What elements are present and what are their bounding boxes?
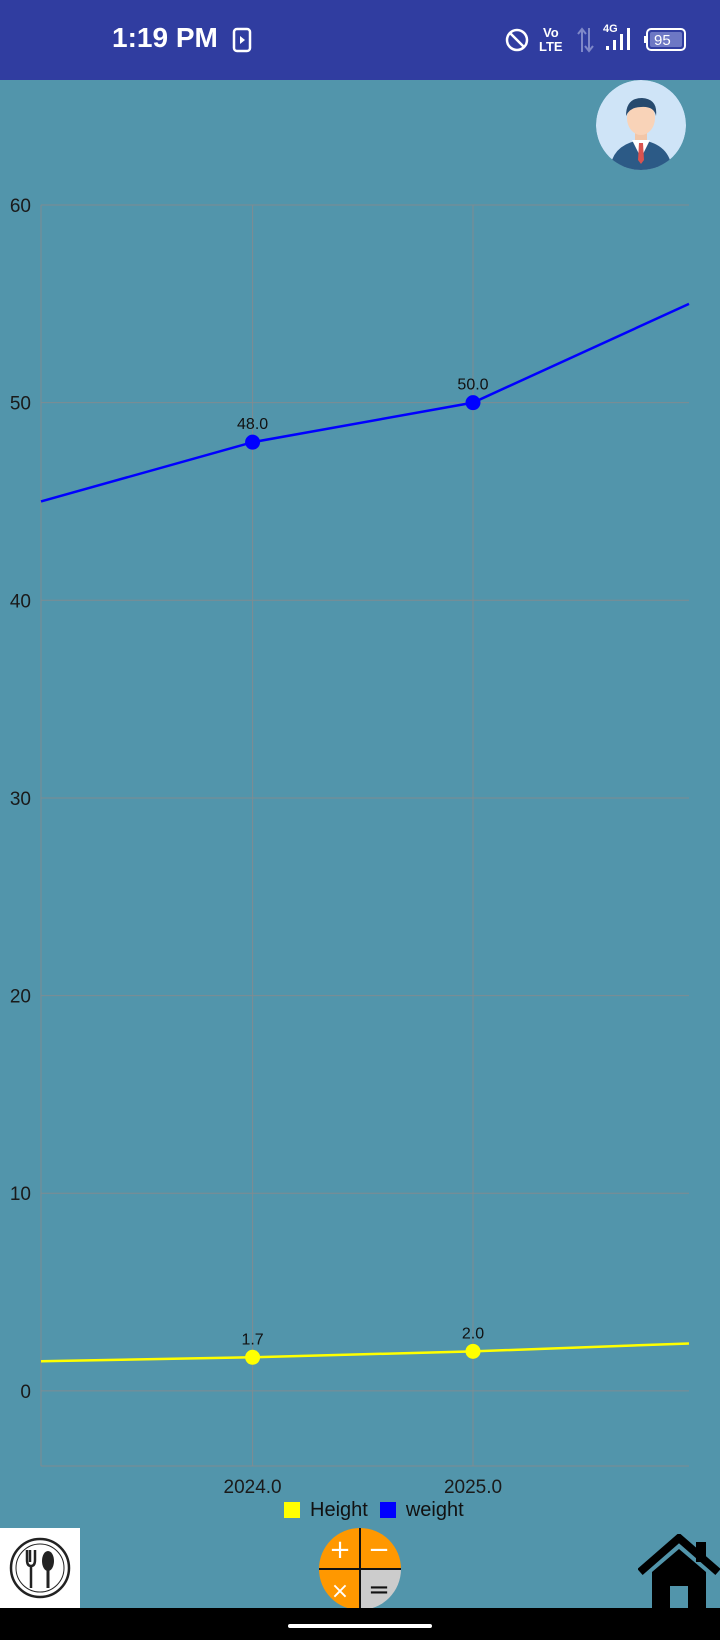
chart-labels: 0 10 20 30 40 50 60 2024.0 2025.0 1.7 2.0 48.0 50.0 [10, 196, 502, 1498]
system-nav-bar [0, 1608, 720, 1640]
x-tick-label: 2025.0 [444, 1477, 502, 1498]
home-button[interactable] [637, 1532, 720, 1608]
line-chart: 0 10 20 30 40 50 60 2024.0 2025.0 1.7 2.0 48.0 50.0 [10, 196, 690, 1498]
calculator-button[interactable]: + − × = [319, 1528, 401, 1610]
status-time: 1:19 PM [112, 22, 218, 53]
data-label-height: 2.0 [462, 1325, 484, 1342]
calc-equals: = [368, 1575, 390, 1605]
battery-icon: 95 [644, 28, 686, 51]
home-icon [637, 1532, 720, 1608]
calc-minus: − [368, 1535, 390, 1565]
svg-text:4G: 4G [603, 23, 618, 35]
signal-icon: 4G [603, 23, 630, 50]
y-tick-label: 40 [10, 591, 31, 612]
data-point-weight [245, 434, 261, 450]
battery-level: 95 [654, 32, 671, 49]
profile-avatar-icon[interactable] [596, 80, 686, 170]
food-button[interactable] [0, 1528, 80, 1608]
y-tick-label: 0 [20, 1382, 31, 1403]
y-tick-label: 10 [10, 1184, 31, 1205]
do-not-disturb-icon [505, 28, 529, 52]
volte-icon: Vo LTE [539, 25, 563, 54]
calc-times: × [331, 1579, 349, 1604]
data-point-height [465, 1343, 481, 1359]
legend-swatch-height [284, 1502, 300, 1518]
data-arrows-icon [577, 27, 594, 53]
home-gesture-handle[interactable] [288, 1624, 432, 1628]
legend-label-weight: weight [405, 1498, 464, 1521]
status-bar: 1:19 PM Vo LTE 4G 95 [0, 0, 720, 80]
screen-record-icon [232, 27, 252, 53]
series-line-weight [40, 302, 690, 503]
y-tick-label: 20 [10, 987, 31, 1008]
legend-item-weight: weight [379, 1498, 464, 1522]
y-tick-label: 50 [10, 394, 31, 415]
chart-grid [40, 204, 689, 1467]
svg-text:LTE: LTE [539, 39, 563, 54]
svg-text:Vo: Vo [543, 25, 559, 40]
data-point-weight [465, 395, 481, 411]
calculator-icon: + − × = [319, 1528, 401, 1610]
data-label-weight: 50.0 [457, 377, 488, 394]
y-tick-label: 30 [10, 789, 31, 810]
chart-series [40, 302, 690, 1365]
data-label-height: 1.7 [241, 1331, 263, 1348]
y-tick-label: 60 [10, 196, 31, 217]
x-tick-label: 2024.0 [224, 1477, 282, 1498]
legend-item-height: Height [284, 1499, 368, 1522]
chart-legend: Height weight [284, 1497, 476, 1523]
data-label-weight: 48.0 [237, 416, 268, 433]
legend-swatch-weight [379, 1502, 396, 1518]
legend-label-height: Height [310, 1498, 368, 1521]
fork-spoon-icon [9, 1537, 71, 1599]
calc-plus: + [329, 1535, 351, 1565]
series-line-height [40, 1342, 690, 1363]
data-point-height [245, 1349, 261, 1365]
